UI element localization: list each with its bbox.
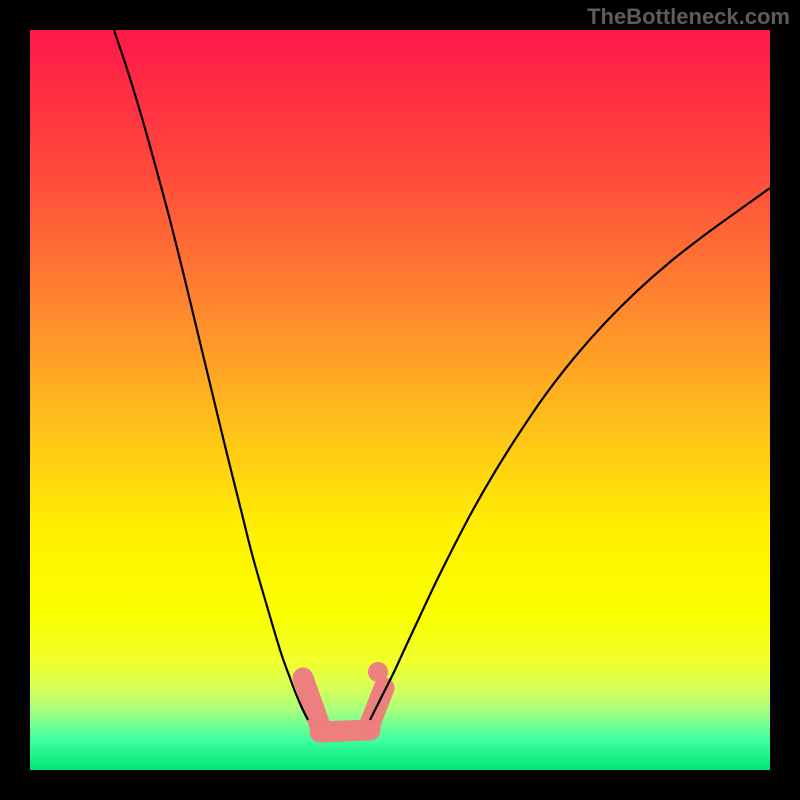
watermark-text: TheBottleneck.com: [587, 4, 790, 30]
chart-frame: TheBottleneck.com: [0, 0, 800, 800]
curve-layer: [30, 30, 770, 770]
plot-area: [30, 30, 770, 770]
